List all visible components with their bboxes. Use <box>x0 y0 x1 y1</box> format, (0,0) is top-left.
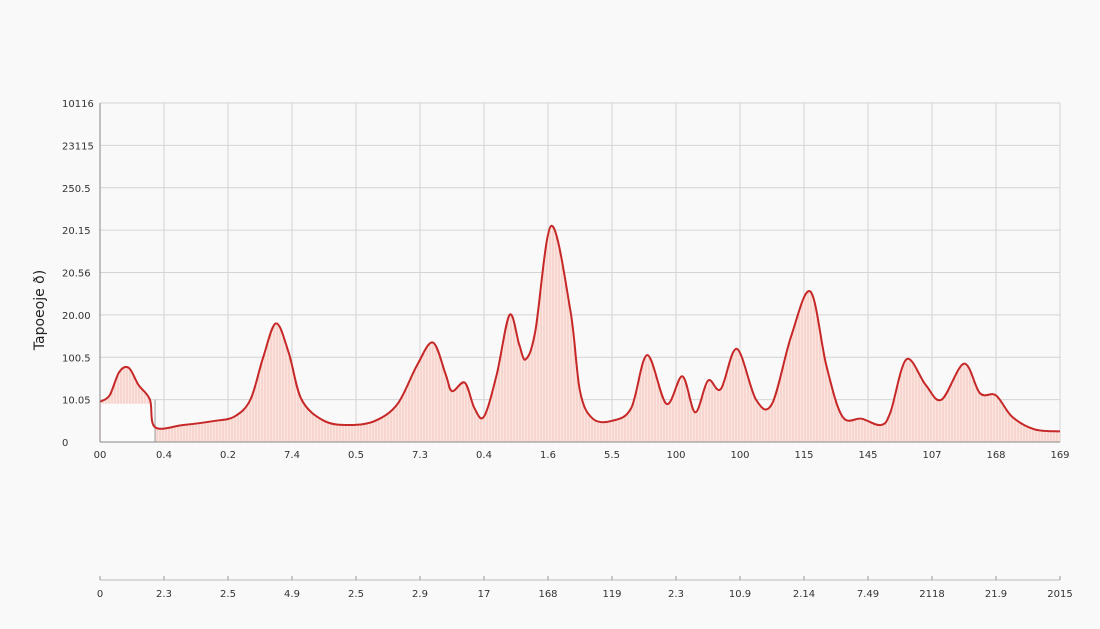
bottom-tick-label: 7.49 <box>857 589 879 600</box>
bottom-tick-label: 2118 <box>919 589 944 600</box>
bottom-tick-label: 2.14 <box>793 589 815 600</box>
bottom-tick-label: 0 <box>97 589 103 600</box>
series-line <box>99 224 1061 433</box>
x-tick-label: 0.4 <box>156 450 172 461</box>
y-tick-label: 250.5 <box>62 184 91 195</box>
x-tick-label: 100 <box>730 450 749 461</box>
bottom-tick-label: 2015 <box>1047 589 1072 600</box>
x-tick-label: 0.2 <box>220 450 236 461</box>
y-axis-title: Tapoeoje ð) <box>32 270 48 351</box>
y-tick-label: 20.00 <box>62 311 91 322</box>
y-tick-label: 20.56 <box>62 269 91 280</box>
y-tick-label: 10.05 <box>62 396 91 407</box>
y-tick-label: 20.15 <box>62 226 91 237</box>
gap-block <box>101 403 156 442</box>
x-tick-label: 145 <box>858 450 877 461</box>
y-tick-label: 10116 <box>62 99 94 110</box>
x-tick-label: 1.6 <box>540 450 556 461</box>
bottom-tick-label: 10.9 <box>729 589 751 600</box>
bottom-tick-label: 21.9 <box>985 589 1007 600</box>
x-tick-label: 5.5 <box>604 450 620 461</box>
x-tick-label: 7.4 <box>284 450 300 461</box>
series-line-path <box>99 224 1061 433</box>
bottom-tick-label: 17 <box>478 589 491 600</box>
x-tick-label: 107 <box>922 450 941 461</box>
y-tick-label: 23115 <box>62 141 94 152</box>
bottom-tick-label: 2.5 <box>348 589 364 600</box>
bottom-tick-label: 4.9 <box>284 589 300 600</box>
bottom-tick-label: 2.3 <box>156 589 172 600</box>
bottom-tick-label: 2.9 <box>412 589 428 600</box>
x-tick-label: 0.5 <box>348 450 364 461</box>
y-tick-label: 100.5 <box>62 353 91 364</box>
x-tick-label: 00 <box>94 450 107 461</box>
y-tick-label: 0 <box>62 438 68 449</box>
x-tick-label: 0.4 <box>476 450 492 461</box>
area-fill <box>100 225 1060 442</box>
x-axis-top: 00 0.4 0.2 7.4 0.5 7.3 0.4 1.6 5.5 100 100 115 145 10… <box>94 441 1070 461</box>
x-axis-bottom: 0 2.3 2.5 4.9 2.5 2.9 17 168 119 2.3 10.9 2.14 7.49 2… <box>97 576 1073 600</box>
x-tick-label: 168 <box>986 450 1005 461</box>
area-fill-path <box>100 225 1060 442</box>
x-tick-label: 100 <box>666 450 685 461</box>
bottom-tick-label: 2.5 <box>220 589 236 600</box>
grid <box>99 102 1061 443</box>
x-tick-label: 7.3 <box>412 450 428 461</box>
bottom-tick-label: 2.3 <box>668 589 684 600</box>
bottom-tick-label: 119 <box>602 589 621 600</box>
bottom-tick-label: 168 <box>538 589 557 600</box>
x-tick-label: 169 <box>1050 450 1069 461</box>
y-axis: 0 10.05 100.5 20.00 20.56 20.15 250.5 23115 1011… <box>62 99 101 449</box>
x-tick-label: 115 <box>794 450 813 461</box>
